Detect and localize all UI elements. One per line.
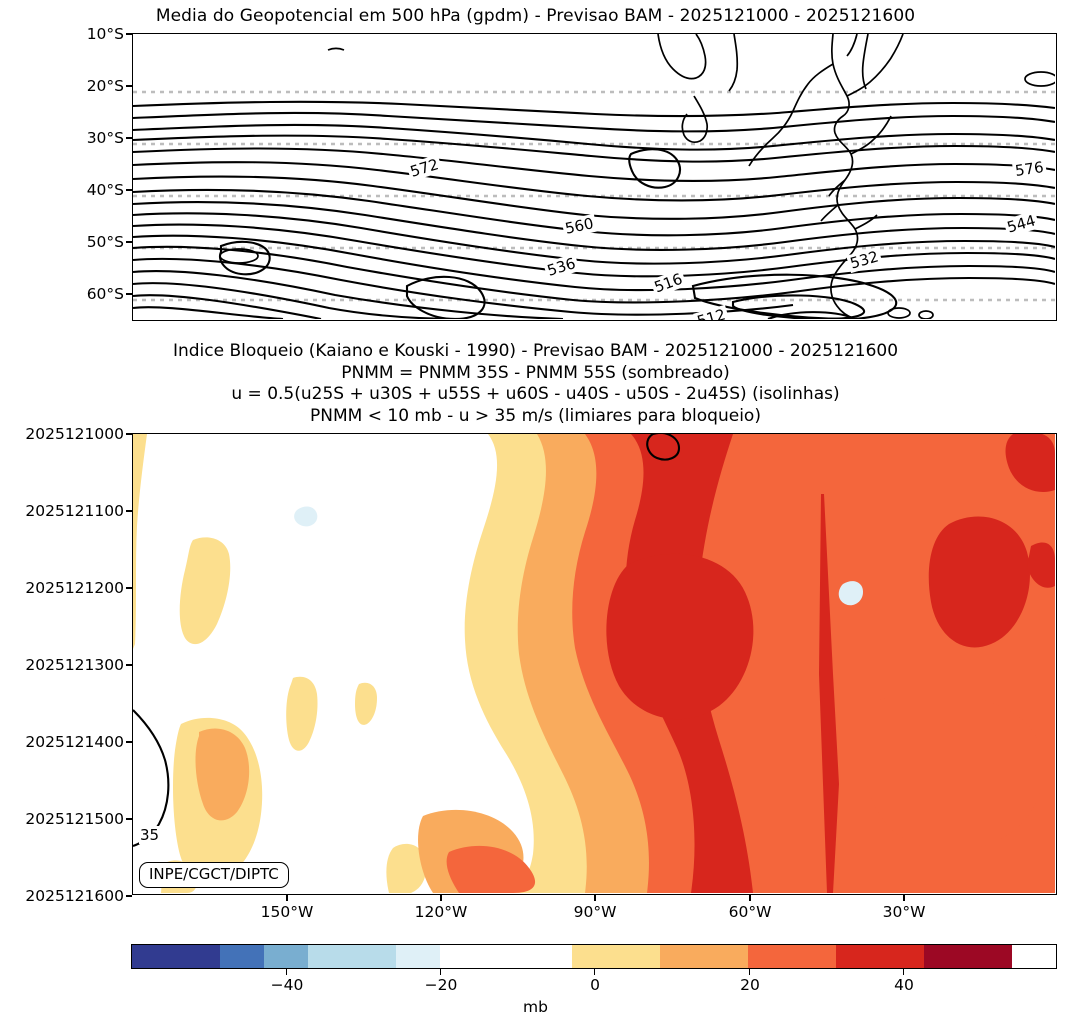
colorbar-swatch-8 bbox=[660, 945, 748, 968]
colorbar-swatch-2 bbox=[264, 945, 308, 968]
hov-xtick-120W: 120°W bbox=[414, 903, 468, 921]
hov-ytick-6: 2025121600 bbox=[25, 887, 124, 905]
colorbar-swatch-7 bbox=[572, 945, 660, 968]
hov-tick-1 bbox=[126, 510, 132, 512]
map-tick-30S bbox=[126, 137, 132, 139]
geopotential-map-panel: 572 560 536 516 512 576 544 532 bbox=[132, 33, 1057, 321]
caption-line-3: u = 0.5(u25S + u30S + u55S + u60S - u40S… bbox=[231, 384, 840, 404]
map-contour-plot bbox=[133, 34, 1055, 319]
map-ytick-60S: 60°S bbox=[86, 285, 124, 303]
map-ytick-50S: 50°S bbox=[86, 233, 124, 251]
colorbar-swatch-1 bbox=[220, 945, 264, 968]
map-ytick-10S: 10°S bbox=[86, 25, 124, 43]
cb-tickmark--40 bbox=[286, 969, 288, 975]
cb-label--40: −40 bbox=[270, 976, 304, 994]
shade-band-40-50 bbox=[606, 434, 1055, 893]
hov-xtick-30W: 30°W bbox=[882, 903, 926, 921]
colorbar-unit-label: mb bbox=[523, 998, 548, 1016]
hov-xtickmark-150W bbox=[286, 895, 288, 901]
blocking-index-hovmoller-panel: 35 bbox=[132, 433, 1057, 895]
colorbar-swatch-11 bbox=[924, 945, 1012, 968]
colorbar bbox=[131, 944, 1057, 969]
map-tick-20S bbox=[126, 85, 132, 87]
map-ytick-40S: 40°S bbox=[86, 181, 124, 199]
colorbar-swatch-0 bbox=[132, 945, 220, 968]
caption-line-1: Indice Bloqueio (Kaiano e Kouski - 1990)… bbox=[172, 341, 899, 361]
u-contour-top bbox=[646, 434, 681, 461]
hov-ytick-4: 2025121400 bbox=[25, 733, 124, 751]
hov-xtickmark-60W bbox=[749, 895, 751, 901]
hovmoller-shading bbox=[133, 434, 1055, 893]
hovmoller-contour-label-35: 35 bbox=[139, 826, 161, 844]
hov-ytick-3: 2025121300 bbox=[25, 656, 124, 674]
blocking-index-caption: Indice Bloqueio (Kaiano e Kouski - 1990)… bbox=[0, 341, 1071, 427]
map-tick-50S bbox=[126, 241, 132, 243]
map-tick-60S bbox=[126, 293, 132, 295]
map-ytick-30S: 30°S bbox=[86, 129, 124, 147]
colorbar-swatch-4 bbox=[396, 945, 440, 968]
hov-tick-3 bbox=[126, 664, 132, 666]
cb-label--20: −20 bbox=[424, 976, 458, 994]
map-ytick-20S: 20°S bbox=[86, 77, 124, 95]
credit-box: INPE/CGCT/DIPTC bbox=[139, 862, 289, 888]
colorbar-swatch-9 bbox=[748, 945, 836, 968]
cb-tickmark-0 bbox=[594, 969, 596, 975]
hov-xtick-150W: 150°W bbox=[260, 903, 314, 921]
hov-tick-0 bbox=[126, 433, 132, 435]
cb-tickmark-20 bbox=[749, 969, 751, 975]
shade-band-negative bbox=[294, 506, 863, 606]
hov-ytick-0: 2025121000 bbox=[25, 425, 124, 443]
map-title: Media do Geopotencial em 500 hPa (gpdm) … bbox=[155, 6, 916, 26]
hov-tick-5 bbox=[126, 818, 132, 820]
colorbar-swatch-6 bbox=[484, 945, 572, 968]
cb-tickmark-40 bbox=[903, 969, 905, 975]
coastline-overlay bbox=[219, 34, 1055, 319]
geopotential-contours bbox=[133, 100, 1055, 319]
hov-xtick-90W: 90°W bbox=[573, 903, 617, 921]
caption-line-2: PNMM = PNMM 35S - PNMM 55S (sombreado) bbox=[341, 362, 730, 383]
hov-ytick-2: 2025121200 bbox=[25, 579, 124, 597]
colorbar-swatch-10 bbox=[836, 945, 924, 968]
hov-tick-4 bbox=[126, 741, 132, 743]
hov-xtickmark-120W bbox=[440, 895, 442, 901]
hov-tick-6 bbox=[126, 895, 132, 897]
map-tick-40S bbox=[126, 189, 132, 191]
cb-label-0: 0 bbox=[590, 976, 600, 994]
map-tick-10S bbox=[126, 33, 132, 35]
hov-tick-2 bbox=[126, 587, 132, 589]
hov-ytick-1: 2025121100 bbox=[25, 502, 124, 520]
hov-xtick-60W: 60°W bbox=[728, 903, 772, 921]
colorbar-swatch-5 bbox=[440, 945, 484, 968]
cb-label-40: 40 bbox=[894, 976, 914, 994]
cb-label-20: 20 bbox=[740, 976, 760, 994]
hov-ytick-5: 2025121500 bbox=[25, 810, 124, 828]
hov-xtickmark-30W bbox=[903, 895, 905, 901]
colorbar-swatch-3 bbox=[308, 945, 396, 968]
hov-xtickmark-90W bbox=[594, 895, 596, 901]
cb-tickmark--20 bbox=[440, 969, 442, 975]
caption-line-4: PNMM < 10 mb - u > 35 m/s (limiares para… bbox=[310, 405, 761, 426]
